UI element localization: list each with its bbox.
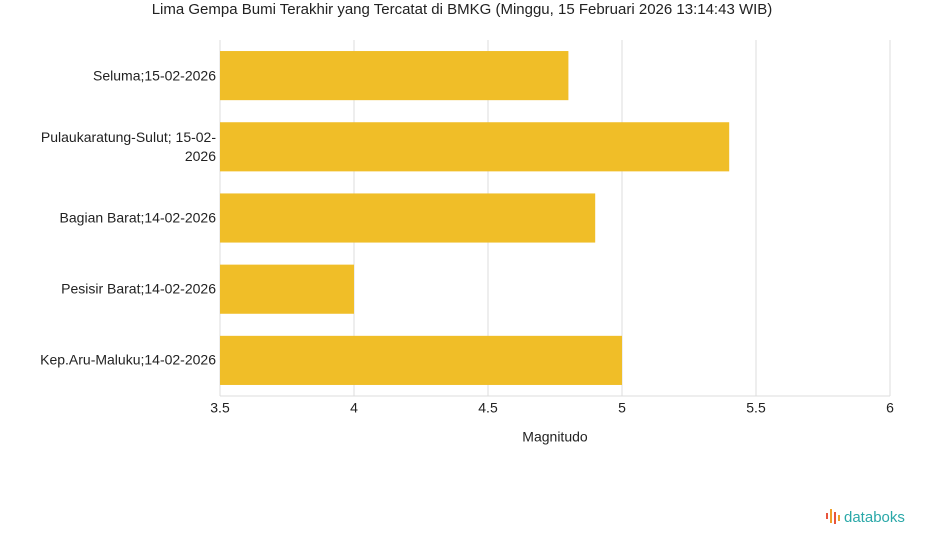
y-tick-label: Kep.Aru-Maluku;14-02-2026 — [40, 351, 216, 368]
y-tick-label: Seluma;15-02-2026 — [93, 67, 216, 84]
brand: databoks — [844, 509, 905, 526]
y-tick-label: Bagian Barat;14-02-2026 — [59, 209, 216, 226]
x-tick-label: 4 — [350, 400, 358, 416]
bar — [220, 51, 569, 101]
logo — [826, 509, 840, 524]
x-tick-label: 6 — [886, 400, 894, 416]
x-tick-label: 3.5 — [210, 400, 230, 416]
x-axis-label: Magnitudo — [522, 429, 588, 445]
x-tick-label: 4.5 — [478, 400, 498, 416]
bar — [220, 335, 622, 385]
bar — [220, 264, 354, 314]
bar — [220, 193, 596, 243]
bar — [220, 122, 730, 172]
x-tick-label: 5.5 — [746, 400, 766, 416]
y-tick-label: Pesisir Barat;14-02-2026 — [61, 280, 216, 297]
y-tick-label: Pulaukaratung-Sulut; 15-02-2026 — [40, 128, 216, 164]
x-tick-label: 5 — [618, 400, 626, 416]
chart-title: Lima Gempa Bumi Terakhir yang Tercatat d… — [152, 1, 773, 18]
